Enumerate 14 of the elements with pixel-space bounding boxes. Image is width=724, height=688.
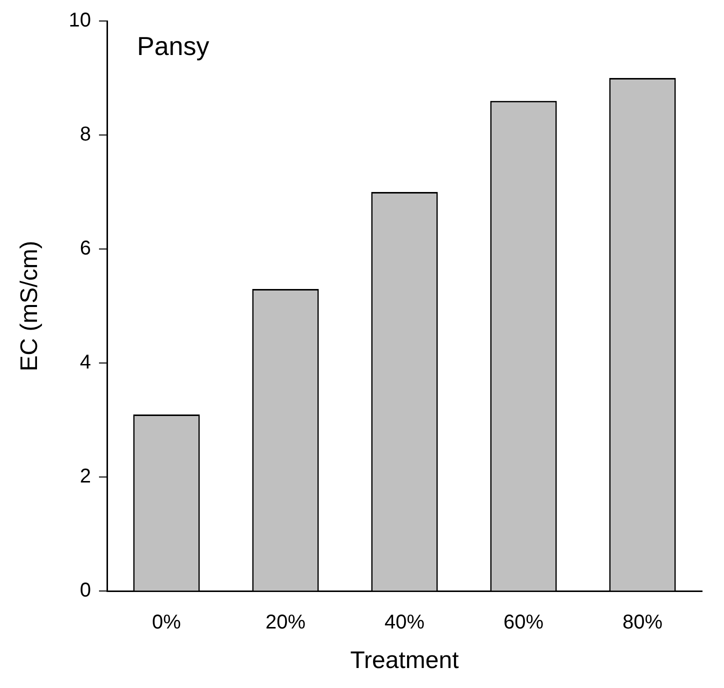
y-tick-label: 10: [68, 10, 91, 32]
annotation: Pansy: [137, 31, 210, 62]
x-tick-label: 40%: [384, 612, 425, 634]
y-tick-label: 2: [80, 466, 91, 488]
y-tick-label: 4: [80, 352, 91, 374]
y-axis-title: EC (mS/cm): [16, 240, 44, 372]
x-tick-label: 20%: [265, 612, 306, 634]
x-axis-title: Treatment: [350, 647, 460, 674]
y-tick-label: 0: [80, 580, 91, 602]
x-tick-label: 80%: [622, 612, 663, 634]
y-tick-label: 8: [80, 124, 91, 146]
y-tick-label: 6: [80, 238, 91, 260]
x-tick-label: 60%: [503, 612, 544, 634]
x-tick-label: 0%: [152, 612, 182, 634]
